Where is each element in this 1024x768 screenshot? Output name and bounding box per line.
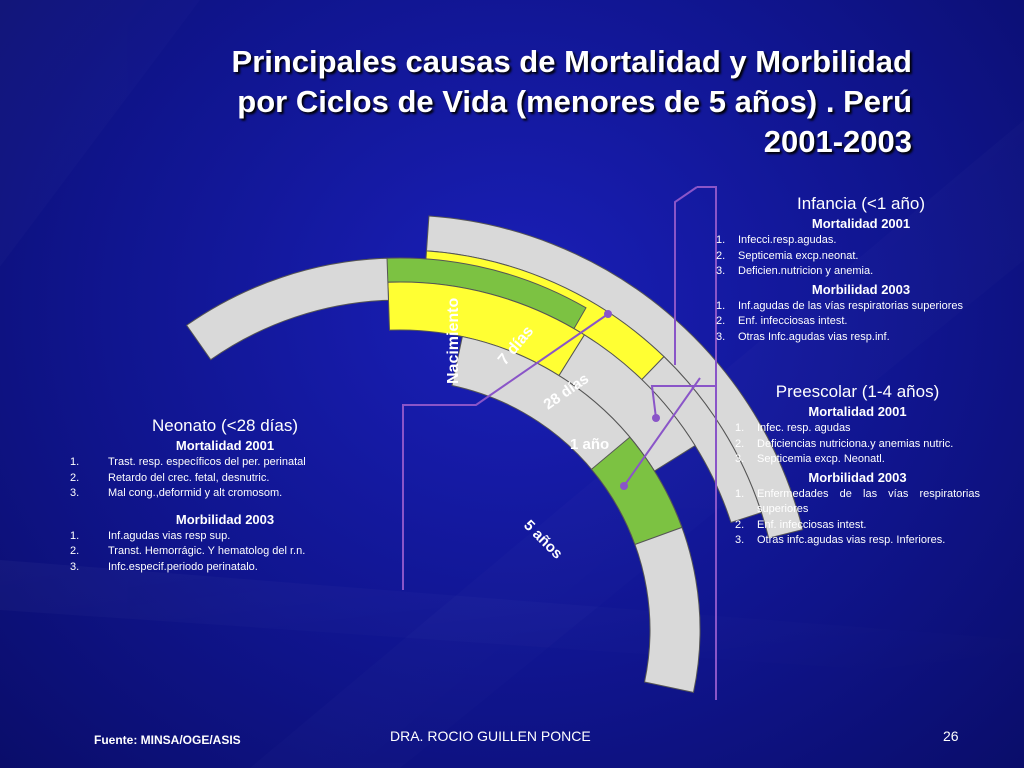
preescolar-connector-dot [652, 414, 660, 422]
infancia-bracket [674, 186, 698, 365]
infancia-morbilidad-title: Morbilidad 2003 [811, 281, 911, 297]
infancia-heading: Infancia (<1 año) [796, 194, 926, 213]
infancia-bracket-vertical [697, 186, 717, 700]
list-item: 3. Infc.especif.periodo perinatalo. [70, 560, 258, 573]
page-title: Principales causas de Mortalidad y Morbi… [152, 42, 912, 162]
infancia-connector-dot [604, 310, 612, 318]
list-item: 2. Enf. infecciosas intest. [735, 518, 867, 531]
preescolar-morbilidad-list: 1. Enfermedades de las vías respiratorias… [735, 487, 980, 549]
list-item: 1. Infecci.resp.agudas. [716, 234, 837, 246]
label-nacimiento: Nacimiento [445, 298, 462, 384]
author-name: DRA. ROCIO GUILLEN PONCE [390, 728, 591, 744]
list-item: 2. Transt. Hemorrágic. Y hematolog del r.… [70, 545, 306, 557]
list-item: 2. Deficiencias nutriciona.y anemias nutr… [735, 437, 954, 450]
title-line-3: 2001-2003 [763, 124, 912, 159]
preescolar-bracket [623, 377, 701, 487]
source-note: Fuente: MINSA/OGE/ASIS [94, 733, 241, 747]
infancia-panel: Infancia (<1 año) Mortalidad 2001 1. Infe… [716, 194, 1006, 345]
inner-green-arc [590, 436, 683, 546]
title-line-1: Principales causas de Mortalidad y Morbi… [231, 44, 912, 79]
list-item: 1. Infec. resp. agudas [735, 422, 851, 434]
preescolar-bracket-dot [620, 482, 628, 490]
preescolar-mortalidad-list: 1. Infec. resp. agudas 2. Deficiencias nut… [735, 421, 980, 468]
neonato-mortalidad-list: 1. Trast. resp. específicos del per. peri… [70, 455, 380, 502]
neonato-panel: Neonato (<28 días) Mortalidad 2001 1. Tra… [70, 416, 380, 575]
page-number: 26 [943, 728, 959, 744]
list-item: 1. Inf.agudas de las vías respiratorias s… [716, 299, 964, 312]
neonato-mortalidad-title: Mortalidad 2001 [175, 438, 275, 453]
list-item: 2. Enf. infecciosas intest. [716, 315, 848, 327]
neonato-morbilidad-title: Morbilidad 2003 [175, 511, 275, 527]
label-1-ano: 1 año [570, 436, 609, 453]
infancia-mortalidad-list: 1. Infecci.resp.agudas. 2. Septicemia excp… [716, 233, 1006, 280]
list-item: 3. Otras infc.agudas vias resp. Inferiore… [735, 534, 946, 546]
list-item: 3. Otras Infc.agudas vias resp.inf. [716, 330, 890, 343]
inner-left-arc [185, 257, 390, 361]
preescolar-morbilidad-title: Morbilidad 2003 [808, 469, 907, 485]
list-item: 3. Septicemia excp. Neonatl. [735, 453, 885, 465]
list-item: 2. Septicemia excp.neonat. [716, 249, 859, 262]
preescolar-mortalidad-title: Mortalidad 2001 [808, 404, 907, 419]
list-item: 3. Mal cong.,deformid y alt cromosom. [70, 487, 283, 499]
connector-lines [402, 186, 717, 700]
preescolar-heading: Preescolar (1-4 años) [775, 382, 940, 401]
list-item: 1. Inf.agudas vias resp sup. [70, 529, 231, 542]
infancia-morbilidad-list: 1. Inf.agudas de las vías respiratorias s… [716, 299, 1006, 346]
neonato-heading: Neonato (<28 días) [151, 416, 298, 435]
infancia-mortalidad-title: Mortalidad 2001 [811, 216, 911, 231]
list-item: 1. Enfermedades de las vías respiratorias… [735, 487, 980, 516]
infancia-connector [402, 313, 609, 590]
list-item: 2. Retardo del crec. fetal, desnutric. [70, 471, 270, 484]
list-item: 3. Deficien.nutricion y anemia. [716, 265, 874, 277]
list-item: 1. Trast. resp. específicos del per. peri… [70, 456, 306, 468]
preescolar-panel: Preescolar (1-4 años) Mortalidad 2001 1.… [735, 382, 980, 549]
title-line-2: por Ciclos de Vida (menores de 5 años) .… [237, 84, 912, 119]
neonato-morbilidad-list: 1. Inf.agudas vias resp sup. 2. Transt. He… [70, 529, 380, 576]
